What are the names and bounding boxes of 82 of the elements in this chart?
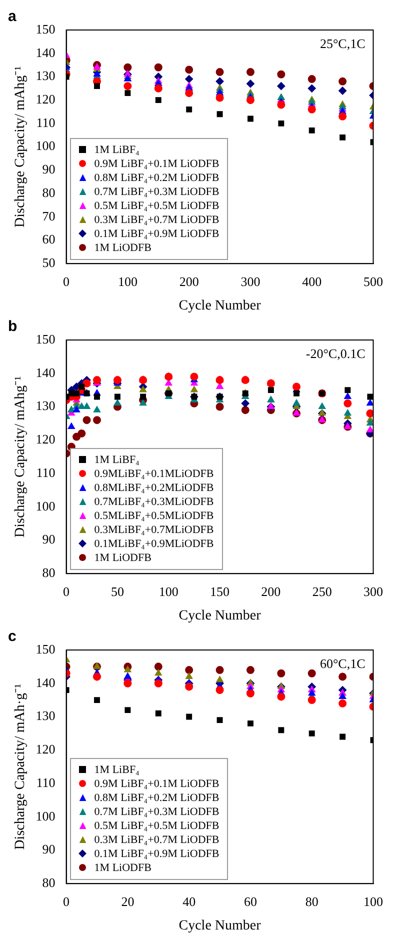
y-tick-label: 100 (36, 498, 56, 514)
legend-label: 1M LiBF₄ (94, 762, 140, 777)
legend-label: 0.7MLiBF₄+0.3MLiODFB (94, 494, 214, 509)
x-tick-label: 200 (179, 274, 199, 289)
y-tick-label: 90 (42, 842, 56, 857)
x-tick-label: 300 (240, 274, 260, 289)
y-axis-title: Discharge Capacity/ mAhg⁻¹ (13, 66, 28, 228)
y-tick-label: 130 (36, 68, 56, 84)
y-tick-label: 120 (36, 432, 56, 447)
y-tick-label: 150 (36, 641, 56, 656)
y-tick-label: 110 (36, 464, 56, 480)
x-tick-label: 0 (63, 274, 70, 289)
x-tick-label: 200 (261, 584, 281, 599)
x-axis-title: Cycle Number (178, 918, 262, 934)
y-tick-label: 130 (36, 398, 56, 414)
y-tick-label: 130 (36, 708, 56, 724)
legend-label: 0.9M LiBF₄+0.1M LiODFB (94, 156, 220, 171)
x-tick-label: 250 (312, 584, 332, 599)
legend-label: 0.8M LiBF₄+0.2M LiODFB (94, 170, 220, 185)
legend-label: 1M LiODFB (94, 550, 152, 565)
x-tick-label: 50 (110, 584, 124, 599)
x-tick-label: 0 (63, 584, 70, 599)
legend-label: 0.7M LiBF₄+0.3M LiODFB (94, 184, 220, 199)
legend-label: 0.7M LiBF₄+0.3M LiODFB (94, 804, 220, 819)
legend-label: 0.3MLiBF₄+0.7MLiODFB (94, 522, 214, 537)
y-tick-label: 90 (42, 532, 56, 547)
x-tick-label: 100 (118, 274, 138, 289)
x-axis-title: Cycle Number (178, 298, 262, 314)
x-tick-label: 300 (364, 584, 383, 599)
legend-label: 0.5M LiBF₄+0.5M LiODFB (94, 818, 220, 833)
y-tick-label: 50 (42, 255, 56, 270)
y-tick-label: 120 (36, 742, 56, 757)
y-tick-label: 60 (42, 232, 56, 247)
y-tick-label: 70 (42, 208, 56, 224)
y-tick-label: 120 (36, 92, 56, 106)
y-axis-title: Discharge Capacity/ mAhg⁻¹ (13, 376, 28, 538)
y-tick-label: 100 (36, 138, 56, 154)
legend-label: 0.8M LiBF₄+0.2M LiODFB (94, 790, 220, 805)
chart-title: b (8, 318, 18, 336)
legend-label: 0.1M LiBF₄+0.9M LiODFB (94, 226, 220, 241)
x-tick-label: 100 (364, 894, 383, 909)
x-tick-label: 60 (244, 894, 257, 909)
y-tick-label: 80 (42, 875, 56, 890)
legend-label: 0.9M LiBF₄+0.1M LiODFB (94, 776, 220, 791)
y-tick-label: 110 (36, 774, 56, 790)
y-tick-label: 100 (36, 808, 56, 824)
y-tick-label: 150 (36, 331, 56, 346)
legend-label: 0.9MLiBF₄+0.1MLiODFB (94, 466, 214, 481)
y-tick-label: 140 (36, 44, 56, 60)
y-tick-label: 90 (42, 162, 56, 177)
x-tick-label: 150 (210, 584, 230, 599)
annotation: 25°C,1C (320, 36, 366, 51)
x-axis-title: Cycle Number (178, 608, 262, 624)
legend-label: 1M LiODFB (94, 860, 152, 875)
y-tick-label: 80 (42, 184, 56, 200)
legend-label: 0.3M LiBF₄+0.7M LiODFB (94, 212, 220, 227)
legend-label: 0.1M LiBF₄+0.9M LiODFB (94, 846, 220, 861)
annotation: 60°C,1C (320, 656, 366, 671)
chart-title: c (8, 628, 16, 646)
x-tick-label: 400 (302, 274, 322, 289)
legend-label: 0.8MLiBF₄+0.2MLiODFB (94, 480, 214, 495)
x-tick-label: 40 (182, 894, 196, 909)
legend-label: 0.5MLiBF₄+0.5MLiODFB (94, 508, 214, 523)
x-tick-label: 20 (121, 894, 134, 909)
y-tick-label: 150 (36, 21, 56, 36)
legend-label: 1M LiODFB (94, 240, 152, 255)
legend-label: 1M LiBF₄ (94, 452, 140, 467)
y-tick-label: 140 (36, 364, 56, 380)
y-tick-label: 80 (42, 565, 56, 580)
y-tick-label: 140 (36, 674, 56, 690)
x-tick-label: 500 (364, 274, 383, 289)
legend-label: 0.3M LiBF₄+0.7M LiODFB (94, 832, 220, 847)
chart-title: a (8, 8, 17, 26)
y-axis-title: Discharge Capacity/ mAh·g⁻¹ (13, 684, 28, 850)
annotation: -20°C,0.1C (306, 346, 366, 361)
y-tick-label: 110 (36, 114, 56, 130)
legend-label: 0.5M LiBF₄+0.5M LiODFB (94, 198, 220, 213)
legend-label: 1M LiBF₄ (94, 142, 140, 157)
x-tick-label: 0 (63, 894, 70, 909)
x-tick-label: 100 (158, 584, 178, 599)
legend-label: 0.1MLiBF₄+0.9MLiODFB (94, 536, 214, 551)
x-tick-label: 80 (305, 894, 318, 909)
